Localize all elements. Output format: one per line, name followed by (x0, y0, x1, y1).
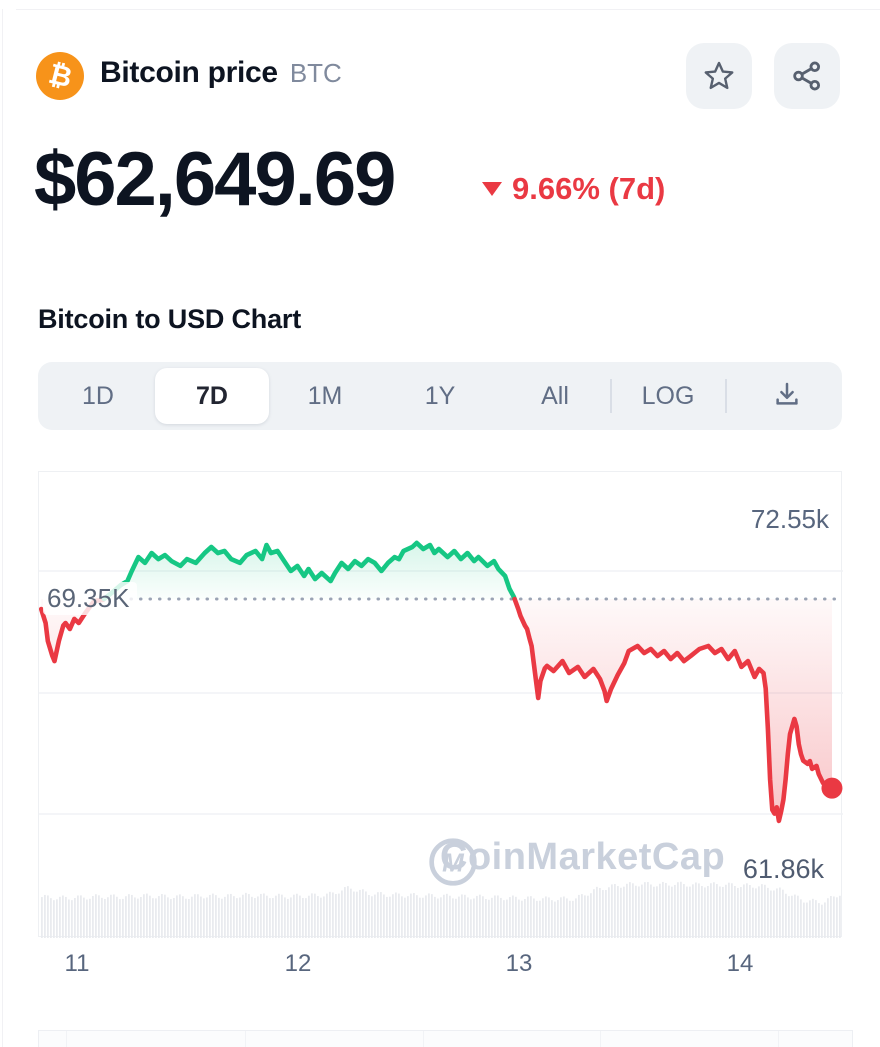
x-tick-12: 12 (284, 950, 312, 977)
page-title: Bitcoin price BTC (100, 56, 342, 90)
download-icon (772, 379, 802, 414)
tab-all[interactable]: All (541, 381, 569, 410)
baseline-price-label: 69.35K (43, 582, 138, 615)
x-tick-14: 14 (726, 950, 754, 977)
x-tick-11: 11 (64, 950, 90, 977)
tab-1y[interactable]: 1Y (424, 381, 456, 410)
tabbar-divider (725, 379, 727, 413)
left-divider (2, 9, 3, 1047)
bitcoin-logo: ₿ (36, 52, 84, 100)
top-divider (16, 9, 880, 10)
table-header-cell (779, 1031, 852, 1047)
share-icon (790, 59, 824, 93)
download-chart-button[interactable] (752, 362, 822, 430)
current-price: $62,649.69 (34, 137, 396, 222)
table-header-cell (246, 1031, 424, 1047)
watermark: M CoinMarketCap (427, 836, 726, 886)
share-button[interactable] (774, 43, 840, 109)
chart-range-tabbar: 1D 7D 1M 1Y All LOG (38, 362, 842, 430)
table-header-cell (601, 1031, 779, 1047)
svg-text:M: M (442, 847, 465, 877)
tabbar-divider (610, 379, 612, 413)
watchlist-button[interactable] (686, 43, 752, 109)
triangle-down-icon (482, 182, 502, 196)
table-header-cell (67, 1031, 246, 1047)
range-high-label: 72.55k (750, 504, 829, 534)
coin-name: Bitcoin price (100, 56, 278, 89)
log-scale-toggle[interactable]: LOG (641, 381, 695, 410)
range-low-label: 61.86k (742, 854, 824, 884)
tab-1m[interactable]: 1M (307, 381, 343, 410)
tab-1d[interactable]: 1D (82, 381, 114, 410)
table-header-cell (424, 1031, 601, 1047)
table-header-strip (38, 1030, 853, 1047)
tab-7d[interactable]: 7D (155, 368, 269, 424)
chart-section-title: Bitcoin to USD Chart (38, 304, 301, 334)
coin-symbol: BTC (289, 58, 342, 88)
bitcoin-glyph: ₿ (45, 56, 76, 95)
price-chart-card: 72.55k 69.35K M CoinMarketCap 61.86k (38, 471, 843, 938)
table-header-cell (39, 1031, 67, 1047)
price-change-text: 9.66% (7d) (512, 171, 666, 206)
x-tick-13: 13 (505, 950, 533, 977)
watermark-text: CoinMarketCap (440, 836, 726, 878)
price-change: 9.66% (7d) (482, 170, 665, 208)
star-icon (702, 59, 736, 93)
